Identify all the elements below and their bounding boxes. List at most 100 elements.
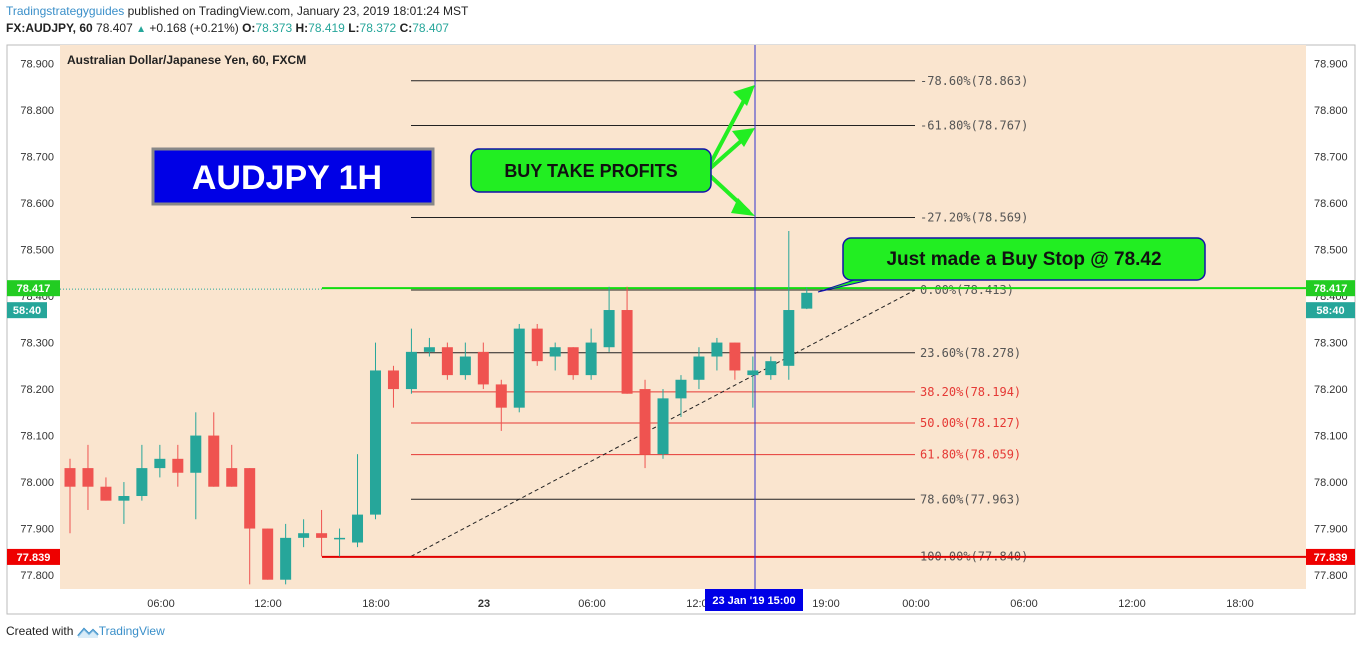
plot-area [60,45,1306,589]
x-tick-label: 00:00 [902,598,930,610]
y-tick-left: 78.300 [20,338,54,350]
chart-title: Australian Dollar/Japanese Yen, 60, FXCM [67,53,306,67]
y-tick-left: 78.800 [20,105,54,117]
y-tick-right: 78.500 [1314,245,1348,257]
low-badge-right-bg [1306,548,1355,565]
candle-body [549,347,561,357]
candle-body [226,468,238,487]
x-tick-label: 06:00 [1010,598,1038,610]
y-tick-left: 78.200 [20,384,54,396]
take-profit-arrow [704,90,751,173]
candle-body [334,537,346,540]
candle-body [352,514,364,543]
y-tick-left: 78.000 [20,477,54,489]
title-box-bg [151,147,435,206]
candle-body [801,292,813,309]
chart-header: Tradingstrategyguides published on Tradi… [6,3,468,38]
candle-body [585,342,597,376]
crosshair-time-bg [705,589,803,611]
low-badge-left: 77.839 [17,552,51,564]
crosshair-time-label: 23 Jan '19 15:00 [712,595,795,607]
candle-body [639,389,651,455]
tradingview-link[interactable]: TradingView [98,624,165,638]
candle-body [657,398,669,455]
fib-label: 23.60%(78.278) [920,346,1021,360]
price-badge-right-bg [1306,280,1355,297]
price-badge-right: 78.417 [1314,283,1348,295]
candle-body [459,356,471,376]
candle-body [693,356,705,380]
candle-body [244,468,256,529]
change-value: +0.168 (+0.21%) [149,21,239,35]
y-tick-right: 78.800 [1314,105,1348,117]
published-text: published on TradingView.com, January 23… [124,4,469,18]
created-with-text: Created with [6,624,74,638]
y-tick-right: 77.900 [1314,524,1348,536]
take-profits-callout-text: BUY TAKE PROFITS [504,161,677,181]
arrow-head-icon [731,198,755,216]
candle-body [441,347,453,376]
y-tick-left: 78.900 [20,59,54,71]
low-badge-right: 77.839 [1314,552,1348,564]
candle-body [531,328,543,362]
x-tick-label: 06:00 [147,598,175,610]
x-tick-label: 19:00 [812,598,840,610]
open-label: O: [242,21,256,35]
y-tick-right: 78.600 [1314,198,1348,210]
candle-body [513,328,525,408]
candle-body [747,370,759,376]
candle-body [190,435,202,473]
candle-body [154,458,166,469]
fib-label: 0.00%(78.413) [920,283,1014,297]
candle-body [783,310,795,366]
countdown-badge-right: 58:40 [1316,305,1344,317]
title-box-text: AUDJPY 1H [192,159,382,197]
fib-label: 50.00%(78.127) [920,416,1021,430]
candle-body [405,351,417,390]
candle-body [280,537,292,580]
y-tick-left: 78.100 [20,431,54,443]
candle-body [100,486,112,501]
candle-body [711,342,723,357]
y-tick-left: 78.500 [20,245,54,257]
x-tick-label: 18:00 [362,598,390,610]
y-tick-right: 78.700 [1314,152,1348,164]
candle-body [118,496,130,501]
candle-body [136,468,148,497]
close-value: 78.407 [412,21,449,35]
arrow-head-icon [732,128,755,147]
fib-label: 61.80%(78.059) [920,448,1021,462]
price-badge-left: 78.417 [17,283,51,295]
candle-body [298,533,310,538]
countdown-badge-right-bg [1306,302,1355,319]
candle-body [495,384,507,408]
candle-body [765,361,777,376]
y-tick-left: 78.600 [20,198,54,210]
open-value: 78.373 [255,21,293,35]
fib-label: -78.60%(78.863) [920,74,1028,88]
publisher-link[interactable]: Tradingstrategyguides [6,4,125,18]
y-tick-right: 77.800 [1314,570,1348,582]
countdown-badge-left-bg [7,302,47,319]
candle-body [477,351,489,385]
footer: Created with TradingView [6,624,165,639]
y-tick-left: 77.900 [20,524,54,536]
high-label: H: [295,21,309,35]
x-tick-label: 18:00 [1226,598,1254,610]
y-tick-left: 78.700 [20,152,54,164]
buy-stop-callout-text: Just made a Buy Stop @ 78.42 [886,249,1161,270]
candle-body [82,468,94,487]
high-value: 78.419 [308,21,345,35]
take-profits-callout-bg [470,148,712,193]
candle-body [172,458,184,473]
close-label: C: [399,21,413,35]
y-tick-right: 78.000 [1314,477,1348,489]
x-tick-label: 12:00 [1118,598,1146,610]
y-tick-right: 78.200 [1314,384,1348,396]
candle-body [208,435,220,487]
price-badge-left-bg [7,280,60,297]
low-badge-left-bg [7,548,60,565]
x-tick-label: 23 [478,598,490,610]
candle-body [621,310,633,394]
